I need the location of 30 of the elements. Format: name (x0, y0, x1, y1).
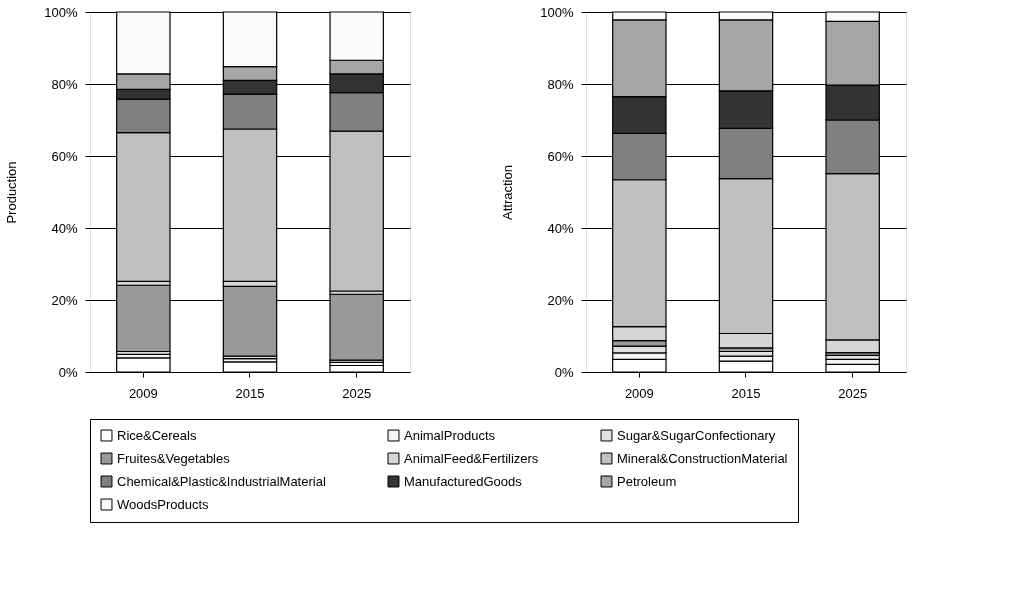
y-tick-label: 40% (547, 220, 574, 236)
legend-label: Mineral&ConstructionMaterial (617, 450, 788, 466)
y-tick-label: 0% (58, 364, 78, 380)
x-tick-label: 2009 (128, 385, 158, 401)
legend-label: AnimalProducts (404, 427, 496, 443)
legend-label: AnimalFeed&Fertilizers (404, 450, 539, 466)
y-tick-label: 80% (51, 76, 78, 92)
y-tick-label: 100% (540, 4, 574, 20)
y-tick-label: 60% (51, 148, 78, 164)
x-tick-label: 2009 (624, 385, 654, 401)
x-tick-label: 2025 (342, 385, 372, 401)
y-axis-title: Attraction (500, 165, 516, 220)
legend-label: WoodsProducts (117, 496, 210, 512)
y-tick-label: 40% (51, 220, 78, 236)
legend-label: Petroleum (617, 473, 677, 489)
legend-label: Fruites&Vegetables (117, 450, 231, 466)
y-tick-label: 100% (44, 4, 78, 20)
x-tick-label: 2015 (731, 385, 761, 401)
legend-label: Rice&Cereals (117, 427, 197, 443)
y-tick-label: 80% (547, 76, 574, 92)
legend-label: Chemical&Plastic&IndustrialMaterial (117, 473, 326, 489)
y-tick-label: 60% (547, 148, 574, 164)
legend-label: Sugar&SugarConfectionary (617, 427, 776, 443)
y-axis-title: Production (4, 161, 20, 224)
x-tick-label: 2025 (838, 385, 868, 401)
y-tick-label: 20% (51, 292, 78, 308)
y-tick-label: 20% (547, 292, 574, 308)
x-tick-label: 2015 (235, 385, 265, 401)
legend-label: ManufacturedGoods (404, 473, 523, 489)
y-tick-label: 0% (554, 364, 574, 380)
